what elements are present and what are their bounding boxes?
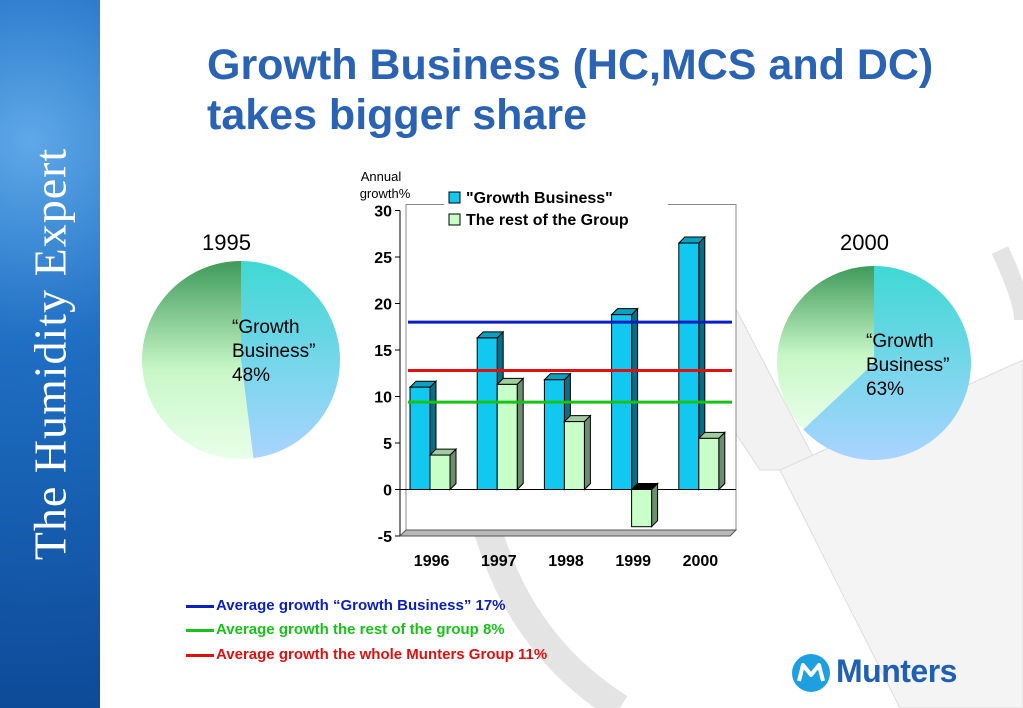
x-tick-label: 1997 [481, 553, 517, 570]
munters-logo: Munters [790, 651, 970, 695]
bar-rest-side [516, 377, 524, 491]
pie-1995-slice [241, 261, 341, 459]
legend-group-dash [186, 653, 214, 657]
y-tick-label: -5 [378, 529, 392, 546]
pie-right-label-line: “Growth [866, 331, 934, 352]
y-tick-label: 10 [374, 390, 392, 407]
legend-box [444, 186, 668, 234]
munters-logo-icon [792, 654, 830, 692]
pie-right-year: 2000 [840, 230, 889, 255]
y-axis-label-line: Annual [361, 169, 402, 184]
bar-rest [495, 377, 525, 491]
legend-swatch [448, 213, 461, 226]
bar-growth-front [476, 337, 498, 490]
bar-rest-front [563, 421, 585, 490]
y-tick-label: 5 [383, 436, 392, 453]
bar-growth [610, 307, 639, 491]
sidebar-banner: The Humidity Expert [0, 0, 100, 708]
bar-rest-front [429, 454, 451, 490]
legend-group-text: Average growth the whole Munters Group 1… [216, 646, 548, 663]
munters-logo-text: Munters [836, 653, 957, 689]
pie-right-label: “Growth Business” 63% [866, 330, 949, 402]
x-tick-label: 1998 [548, 553, 584, 570]
chart-floor [398, 529, 738, 537]
bar-growth-side [631, 307, 639, 491]
pie-left-label-line: 48% [232, 365, 271, 386]
bar-rest [697, 431, 727, 491]
y-tick-label: 15 [374, 343, 392, 360]
pie-right-label-line: Business” [866, 355, 950, 376]
bar-rest-side [651, 482, 659, 528]
y-tick-label: 25 [374, 250, 392, 267]
legend-entry: The rest of the Group [466, 212, 629, 229]
legend-entry: "Growth Business" [466, 190, 613, 207]
bar-growth-front [678, 242, 700, 490]
pie-left-label: “Growth Business” 48% [232, 316, 315, 388]
bar-growth-front [409, 386, 431, 491]
x-tick-label: 2000 [683, 553, 719, 570]
x-tick-label: 1999 [615, 553, 651, 570]
bar-rest [630, 482, 659, 528]
y-tick-label: 0 [383, 483, 392, 500]
bar-growth-front [543, 379, 565, 491]
pie-2000-slice [776, 265, 874, 430]
bar-rest-front [698, 437, 720, 491]
legend-growth-average: Average growth “Growth Business” 17% [186, 597, 506, 614]
bar-rest-side [583, 414, 591, 491]
bar-rest [428, 447, 458, 491]
pie-1995-slice [142, 261, 254, 459]
bar-rest-front [496, 383, 518, 490]
y-tick-label: 20 [374, 297, 392, 314]
legend-growth-dash [186, 604, 214, 608]
pie-left-label-line: Business” [232, 341, 316, 362]
y-tick-label: 30 [374, 204, 392, 221]
pie-2000-slice [803, 266, 971, 460]
legend-group-average: Average growth the whole Munters Group 1… [186, 646, 547, 663]
bar-rest-front [631, 489, 653, 528]
bar-growth [677, 235, 707, 491]
legend-rest-dash [186, 628, 214, 632]
x-tick-label: 1996 [414, 553, 450, 570]
pie-right-label-line: 63% [866, 379, 905, 400]
bar-rest-side [449, 447, 457, 491]
legend-rest-average: Average growth the rest of the group 8% [186, 621, 505, 638]
page-title: Growth Business (HC,MCS and DC) takes bi… [207, 41, 934, 139]
bar-rest-side [718, 431, 726, 491]
pie-left-label-line: “Growth [232, 317, 300, 338]
pie-left-year: 1995 [202, 230, 251, 255]
bar-rest [563, 414, 592, 491]
legend-growth-text: Average growth “Growth Business” 17% [216, 597, 506, 614]
y-axis-label-line: growth% [360, 186, 411, 201]
legend-rest-text: Average growth the rest of the group 8% [216, 621, 505, 638]
legend-swatch [448, 191, 461, 204]
